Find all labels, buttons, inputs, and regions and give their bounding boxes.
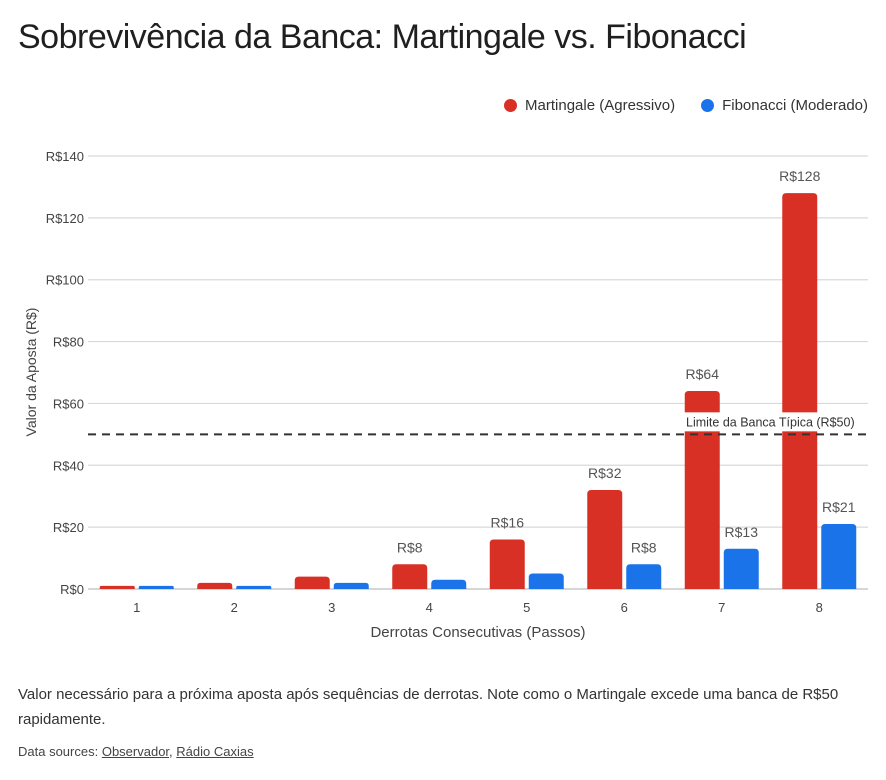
legend: Martingale (Agressivo) Fibonacci (Modera… [504, 97, 868, 114]
bar-martingale [489, 539, 525, 589]
bar-fibonacci [528, 573, 564, 589]
data-label: R$13 [725, 524, 759, 540]
x-axis-ticks: 1 2 3 4 5 6 7 8 [133, 600, 823, 615]
x-tick-label: 8 [816, 600, 823, 615]
y-tick-label: R$20 [53, 520, 84, 535]
data-label: R$16 [491, 515, 525, 531]
legend-marker-fibonacci [701, 99, 715, 112]
bar-fibonacci [333, 582, 369, 589]
y-tick-label: R$80 [53, 335, 84, 350]
bar-martingale [197, 582, 233, 589]
bar-martingale [294, 576, 330, 589]
bar-martingale [392, 564, 428, 589]
y-tick-label: R$40 [53, 458, 84, 473]
annotation-label: Limite da Banca Típica (R$50) [686, 415, 855, 429]
legend-marker-martingale [504, 99, 518, 112]
sources-prefix: Data sources: [18, 744, 102, 759]
data-label: R$8 [631, 539, 657, 555]
data-labels: R$8 R$16 R$32 R$8 R$64 R$13 R$128 R$21 [397, 168, 856, 555]
source-link-observador[interactable]: Observador [101, 744, 170, 759]
bar-fibonacci [821, 524, 857, 589]
x-tick-label: 7 [718, 600, 725, 615]
x-axis-label: Derrotas Consecutivas (Passos) [370, 624, 585, 641]
legend-item-fibonacci[interactable]: Fibonacci (Moderado) [701, 97, 868, 114]
annotation: Limite da Banca Típica (R$50) [88, 412, 868, 436]
data-sources: Data sources: Observador, Rádio Caxias [18, 744, 254, 759]
data-label: R$32 [588, 465, 622, 481]
y-axis-label: Valor da Aposta (R$) [23, 308, 39, 437]
y-tick-label: R$60 [53, 396, 84, 411]
x-tick-label: 6 [621, 600, 628, 615]
y-tick-label: R$100 [46, 273, 84, 288]
x-tick-label: 1 [133, 600, 140, 615]
x-tick-label: 4 [426, 600, 433, 615]
y-tick-label: R$0 [60, 582, 84, 597]
x-tick-label: 3 [328, 600, 335, 615]
bar-fibonacci [626, 564, 662, 589]
bar-martingale [782, 193, 818, 589]
bar-martingale [684, 391, 720, 589]
bars [99, 193, 857, 589]
bar-chart: R$0 R$20 R$40 R$60 R$80 R$100 R$120 R$140 Limit… [23, 149, 868, 641]
data-label: R$64 [686, 366, 720, 382]
bar-martingale [587, 490, 623, 589]
bar-fibonacci [723, 548, 759, 589]
chart-title: Sobrevivência da Banca: Martingale vs. F… [18, 18, 747, 56]
x-tick-label: 2 [231, 600, 238, 615]
x-tick-label: 5 [523, 600, 530, 615]
y-tick-label: R$120 [46, 211, 84, 226]
bar-martingale [99, 585, 135, 589]
y-tick-label: R$140 [46, 149, 84, 164]
bar-fibonacci [236, 585, 272, 589]
data-label: R$8 [397, 539, 423, 555]
source-link-radio-caxias[interactable]: Rádio Caxias [176, 744, 254, 759]
bar-fibonacci [138, 585, 174, 589]
y-axis-ticks: R$0 R$20 R$40 R$60 R$80 R$100 R$120 R$140 [46, 149, 84, 597]
annotation-background [683, 412, 861, 432]
bar-fibonacci [431, 579, 467, 589]
legend-label-martingale: Martingale (Agressivo) [525, 97, 676, 114]
legend-item-martingale[interactable]: Martingale (Agressivo) [504, 97, 675, 114]
data-label: R$128 [779, 168, 820, 184]
chart-caption: Valor necessário para a próxima aposta a… [18, 686, 839, 728]
sources-separator: , [169, 744, 177, 759]
legend-label-fibonacci: Fibonacci (Moderado) [722, 97, 868, 114]
data-label: R$21 [822, 499, 856, 515]
